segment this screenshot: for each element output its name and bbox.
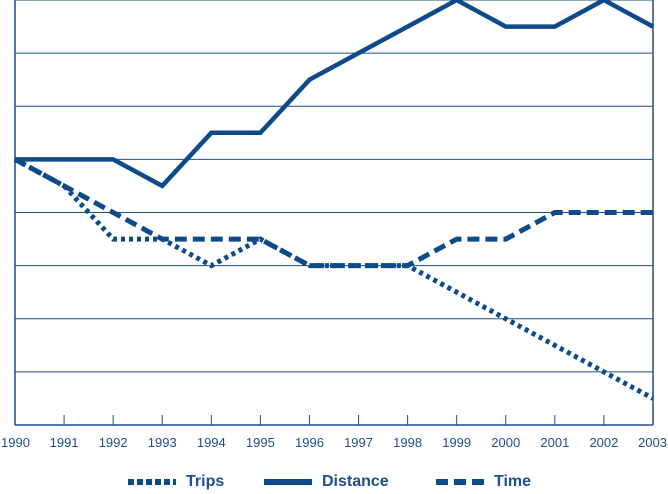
x-axis: 1990 1991 1992 1993 1994 1995 1996 1997 1998 1999…	[1, 415, 667, 450]
trips-swatch	[128, 479, 176, 485]
x-tick-label: 1990	[1, 435, 30, 450]
legend-item-time: Time	[436, 470, 531, 494]
series-lines	[13, 0, 655, 401]
x-tick-label: 1996	[295, 435, 324, 450]
x-tick-label: 1998	[393, 435, 422, 450]
distance-swatch	[264, 479, 312, 485]
legend: Trips Distance Time	[0, 470, 668, 494]
x-tick-label: 1995	[246, 435, 275, 450]
legend-item-trips: Trips	[128, 470, 224, 494]
line-chart: 1990 1991 1992 1993 1994 1995 1996 1997 1998 1999…	[1, 0, 667, 450]
x-tick-label: 1997	[344, 435, 373, 450]
x-tick-label: 1993	[148, 435, 177, 450]
x-tick-label: 1999	[442, 435, 471, 450]
x-tick-label: 1992	[99, 435, 128, 450]
x-tick-label: 1991	[50, 435, 79, 450]
grid-lines	[14, 0, 654, 426]
series-line-trips	[13, 157, 655, 401]
x-tick-label: 2003	[638, 435, 667, 450]
time-swatch	[436, 479, 484, 485]
legend-item-distance: Distance	[264, 470, 389, 494]
legend-label-time: Time	[494, 473, 532, 490]
x-tick-label: 2001	[540, 435, 569, 450]
legend-label-distance: Distance	[322, 473, 389, 490]
x-tick-label: 1994	[197, 435, 226, 450]
x-tick-label: 2000	[491, 435, 520, 450]
series-line-distance	[15, 0, 655, 189]
legend-label-trips: Trips	[186, 473, 225, 490]
x-tick-label: 2002	[589, 435, 618, 450]
